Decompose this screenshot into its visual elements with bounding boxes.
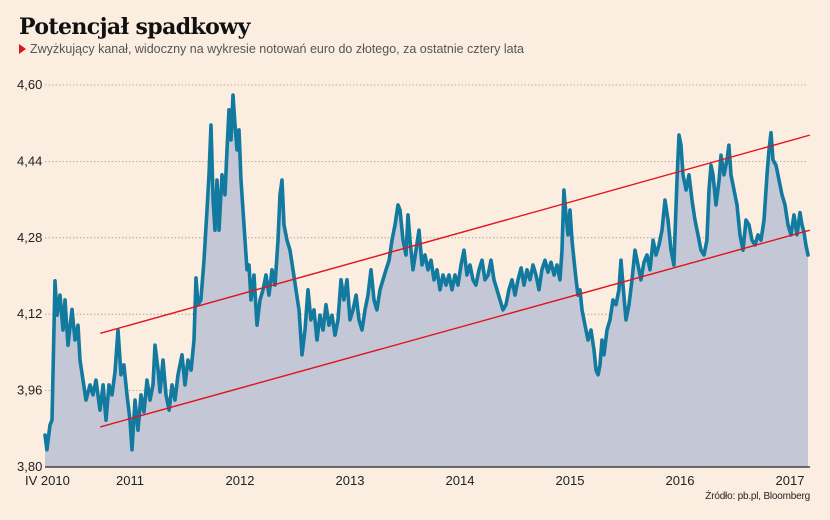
channel-lines <box>100 134 810 428</box>
x-tick-label: 2015 <box>556 473 585 488</box>
y-tick-label: 4,60 <box>17 77 42 92</box>
y-tick-label: 3,80 <box>17 459 42 474</box>
area-layer <box>43 93 810 467</box>
channel-line-lower <box>100 229 810 428</box>
x-tick-label: 2013 <box>336 473 365 488</box>
series-area <box>45 95 808 467</box>
y-tick-label: 4,28 <box>17 230 42 245</box>
x-tick-label: 2014 <box>446 473 475 488</box>
series-line-eur-pln <box>43 93 810 452</box>
source-note: Źródło: pb.pl, Bloomberg <box>705 491 810 502</box>
x-axis-ticks: IV 2010 2011 2012 2013 2014 2015 2016 2017 <box>25 473 804 488</box>
triangle-marker-icon <box>19 44 26 54</box>
x-tick-label: 2017 <box>776 473 805 488</box>
chart-subtitle: Zwyżkujący kanał, widoczny na wykresie n… <box>19 42 524 56</box>
y-tick-label: 4,12 <box>17 306 42 321</box>
chart-subtitle-text: Zwyżkujący kanał, widoczny na wykresie n… <box>30 42 524 56</box>
y-axis-ticks: 4,60 4,44 4,28 4,12 3,96 3,80 <box>17 77 42 474</box>
chart-title: Potencjał spadkowy <box>19 14 250 40</box>
y-tick-label: 4,44 <box>17 153 42 168</box>
x-tick-label: 2011 <box>116 473 144 488</box>
y-tick-label: 3,96 <box>17 383 42 398</box>
x-tick-label: 2012 <box>226 473 255 488</box>
x-tick-label: IV 2010 <box>25 473 70 488</box>
channel-line-upper <box>100 134 810 334</box>
x-tick-label: 2016 <box>666 473 695 488</box>
